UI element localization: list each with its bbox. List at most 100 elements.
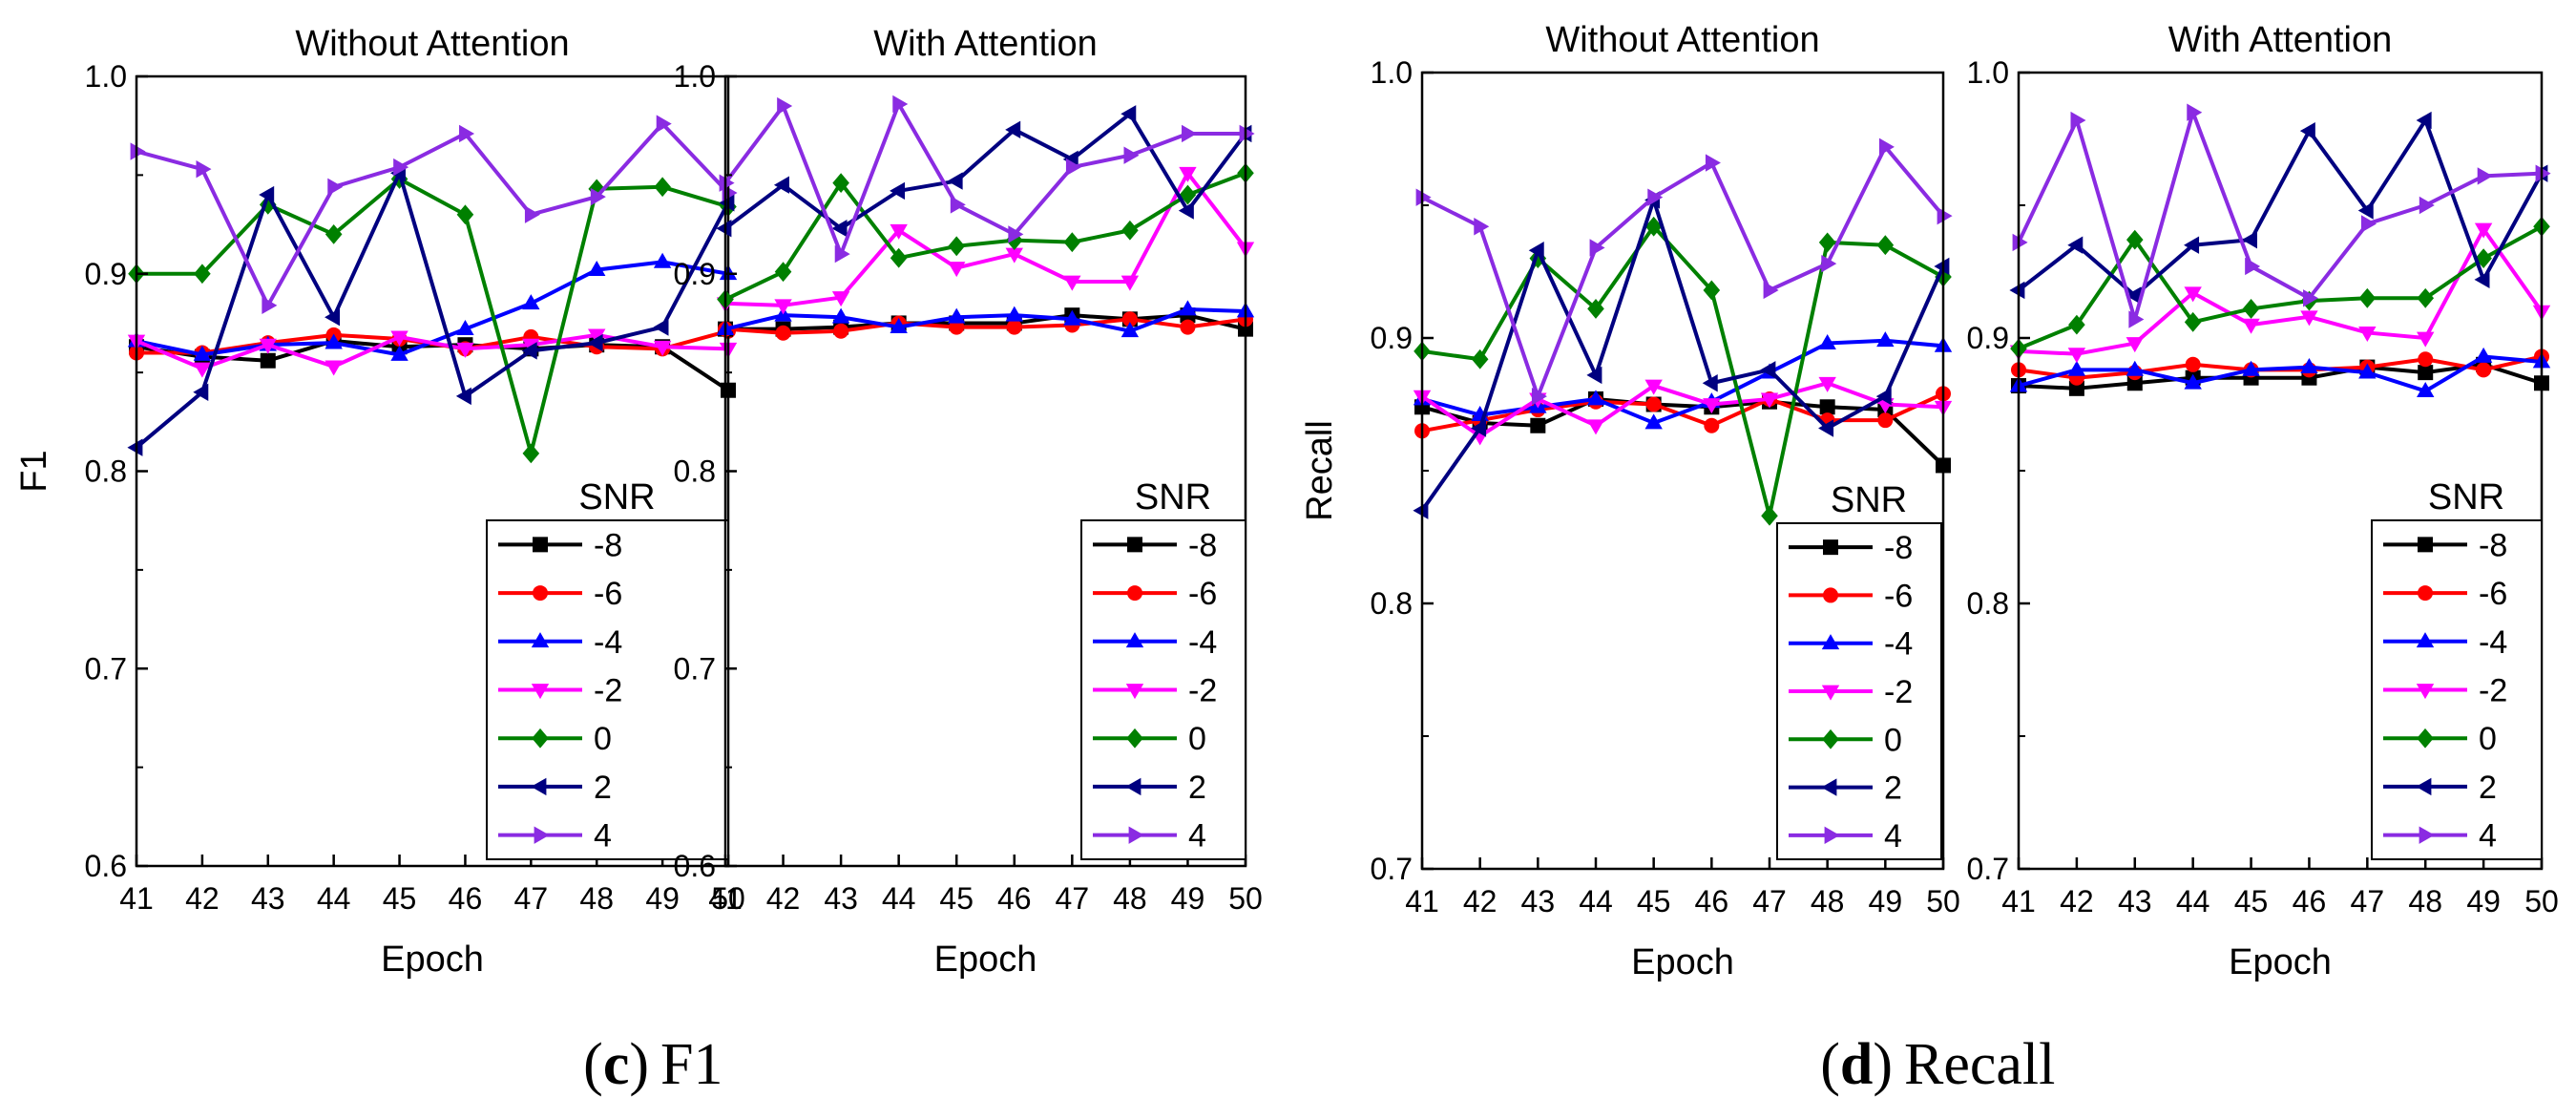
data-point	[1818, 232, 1836, 253]
data-point	[2242, 318, 2260, 334]
legend-label: -2	[2479, 673, 2507, 709]
data-point	[2418, 351, 2434, 368]
legend-label: 2	[1884, 771, 1902, 807]
chart-title: Without Attention	[295, 24, 569, 64]
x-tick-label: 50	[1926, 884, 1960, 918]
caption-paren-open: (	[583, 1032, 603, 1097]
data-point	[2417, 287, 2435, 308]
x-tick-label: 42	[2060, 884, 2094, 918]
data-point	[522, 294, 540, 310]
data-point	[1005, 120, 1021, 139]
legend-marker	[531, 777, 547, 796]
data-point	[2474, 222, 2493, 239]
data-point	[2358, 363, 2377, 379]
series-line	[1421, 391, 1944, 433]
data-point	[2358, 327, 2377, 343]
x-tick-label: 41	[2001, 884, 2036, 918]
legend-item: 2	[1789, 771, 1902, 807]
data-point	[2012, 233, 2028, 252]
data-point	[1120, 322, 1140, 338]
data-point	[1589, 239, 1605, 257]
legend-item: -4	[2383, 624, 2507, 661]
data-point	[1121, 311, 1138, 327]
data-point	[831, 307, 850, 324]
legend-marker	[1821, 778, 1837, 796]
data-point	[1644, 379, 1663, 395]
data-point	[2126, 337, 2144, 353]
data-point	[2475, 248, 2492, 268]
y-axis: 0.6 0.7 0.8 0.9 1.0	[674, 59, 737, 883]
data-point	[393, 158, 409, 177]
data-point	[522, 443, 540, 464]
legend-marker	[1125, 777, 1141, 796]
legend-marker	[2419, 826, 2435, 844]
legend-label: -6	[2479, 576, 2507, 612]
legend: SNR -8 -6 -4 -2 0 2 4	[1080, 477, 1246, 860]
x-tick-label: 50	[2524, 884, 2559, 918]
data-point	[2126, 360, 2144, 376]
legend-title: SNR	[1135, 477, 1211, 517]
x-tick-label: 47	[1752, 884, 1787, 918]
series-4	[2012, 103, 2551, 328]
data-point	[1819, 399, 1835, 415]
data-point	[588, 328, 606, 345]
svg-text:(d): (d)	[1820, 1032, 1893, 1097]
series-line	[723, 112, 1247, 231]
data-point	[1474, 218, 1490, 236]
chart-title: With Attention	[873, 24, 1097, 64]
data-point	[2299, 121, 2315, 140]
series-line	[1421, 396, 1945, 467]
legend-item: -2	[1789, 674, 1913, 710]
data-point	[2300, 310, 2318, 327]
series-line	[2018, 224, 2543, 350]
data-point	[193, 345, 212, 361]
data-point	[1818, 419, 1834, 437]
data-point	[890, 223, 908, 240]
legend-marker	[532, 728, 549, 749]
data-point	[259, 185, 275, 204]
series-line	[1421, 144, 1945, 399]
data-point	[1818, 333, 1836, 349]
data-point	[2360, 215, 2377, 233]
data-point	[890, 181, 906, 201]
data-point	[1586, 366, 1602, 385]
legend-marker	[1125, 632, 1144, 648]
data-point	[1120, 275, 1140, 291]
x-axis: 41 42 43 44 45 46 47 48 49 50 Epoch	[2001, 857, 2559, 982]
legend-label: -8	[594, 527, 622, 563]
data-point	[2242, 360, 2260, 376]
legend-label: -4	[1188, 624, 1217, 661]
series-line	[1420, 381, 1944, 438]
legend: SNR -8 -6 -4 -2 0 2 4	[486, 477, 729, 860]
series-4	[719, 95, 1255, 264]
x-tick-label: 46	[997, 881, 1032, 916]
data-point	[2068, 314, 2085, 335]
data-point	[2357, 201, 2374, 220]
legend-label: -4	[1884, 626, 1913, 663]
data-point	[259, 194, 277, 215]
legend-marker	[1126, 728, 1143, 749]
x-tick-label: 48	[579, 881, 614, 916]
caption-letter-c: c	[603, 1032, 630, 1097]
x-tick-label: 49	[2466, 884, 2501, 918]
y-axis: 0.7 0.8 0.9 1.0	[1967, 55, 2030, 886]
legend-item: 2	[498, 770, 612, 806]
legend-item: 4	[498, 818, 612, 855]
data-point	[325, 333, 343, 349]
legend-item: -2	[498, 673, 622, 709]
data-point	[2303, 289, 2319, 307]
data-point	[2474, 347, 2493, 363]
data-point	[774, 262, 792, 283]
data-point	[1006, 319, 1022, 335]
caption-paren-open: (	[1820, 1032, 1840, 1097]
y-tick-label: 1.0	[85, 59, 127, 94]
series--8	[2011, 356, 2549, 396]
series-group	[716, 95, 1255, 341]
series-line	[2018, 362, 2543, 391]
y-tick-label: 0.7	[85, 651, 127, 686]
data-point	[2242, 299, 2260, 319]
legend-item: 0	[2383, 721, 2497, 757]
